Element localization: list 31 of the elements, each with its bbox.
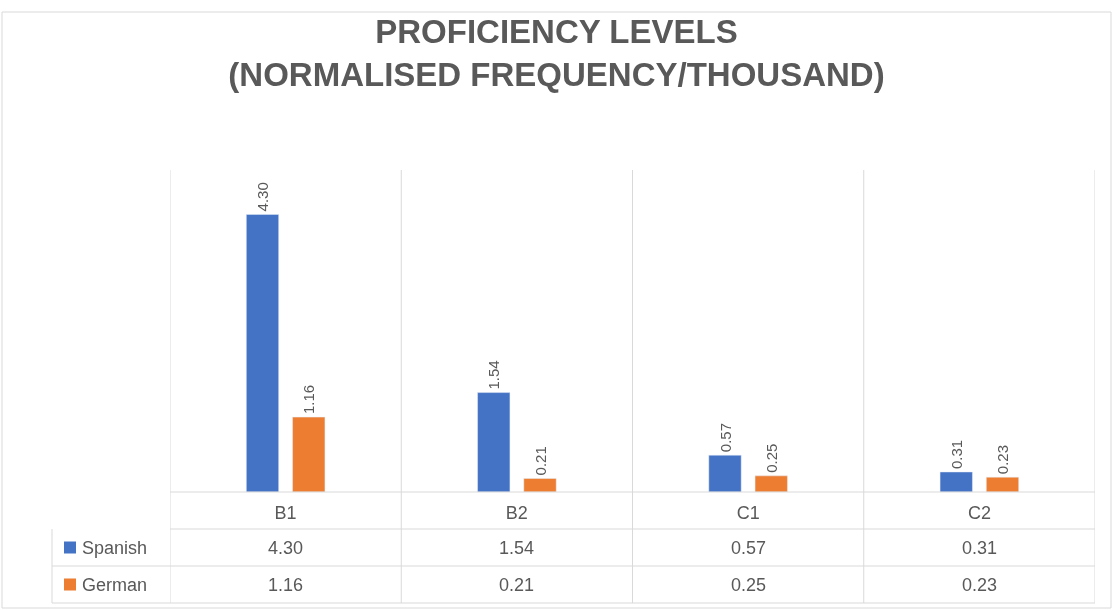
x-tick-label: C1 bbox=[736, 503, 760, 523]
bar bbox=[292, 416, 326, 492]
bar bbox=[523, 478, 557, 492]
text: 0.31 bbox=[947, 439, 965, 469]
data-label: 0.21 bbox=[499, 575, 535, 595]
text: 1.16 bbox=[300, 384, 318, 415]
text: 0.23 bbox=[994, 444, 1011, 475]
bar bbox=[477, 392, 511, 492]
bar bbox=[754, 475, 788, 492]
text: 0.57 bbox=[716, 423, 734, 453]
text: 0.25 bbox=[762, 443, 780, 473]
chart-title: PROFICIENCY LEVELS (NORMALISED FREQUENCY/THOUSAND) bbox=[228, 12, 885, 93]
data-label: 4.30 bbox=[268, 538, 304, 558]
data-label: 0.31 bbox=[962, 538, 998, 558]
data-label: 0.23 bbox=[962, 575, 998, 595]
data-label: 1.54 bbox=[499, 538, 535, 558]
x-tick-label: B1 bbox=[274, 503, 297, 523]
bar bbox=[939, 471, 973, 492]
text: 0.21 bbox=[531, 446, 549, 476]
x-tick-label: C2 bbox=[967, 503, 991, 523]
legend-label: Spanish bbox=[82, 538, 148, 558]
text: 4.30 bbox=[254, 182, 271, 212]
bar bbox=[708, 454, 742, 492]
data-label: 0.57 bbox=[731, 538, 767, 558]
bar bbox=[986, 476, 1019, 492]
x-tick-label: B2 bbox=[505, 503, 528, 523]
text: 1.54 bbox=[485, 360, 503, 390]
data-label: 1.16 bbox=[268, 575, 304, 595]
data-label: 0.25 bbox=[731, 575, 767, 595]
bar bbox=[246, 214, 279, 492]
legend-label: German bbox=[82, 575, 148, 595]
